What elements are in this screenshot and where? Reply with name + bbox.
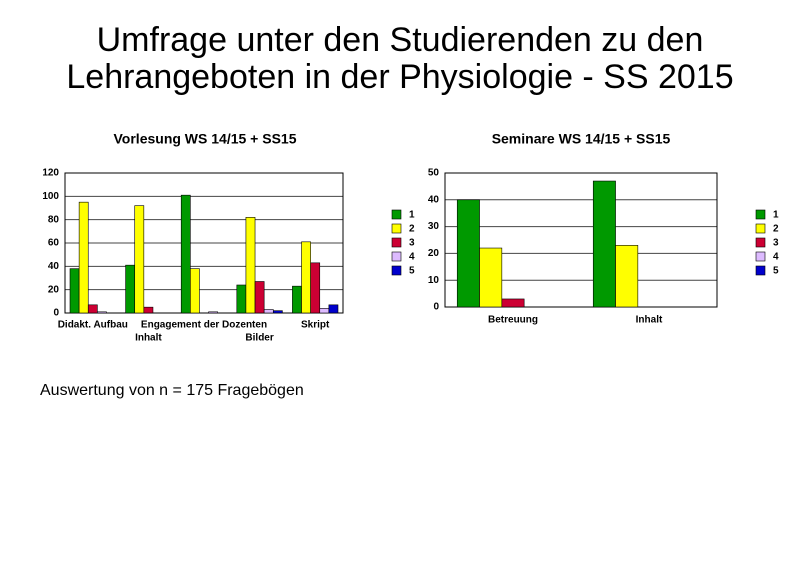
legend-swatch — [391, 209, 402, 220]
chart-title: Seminare WS 14/15 + SS15 — [492, 131, 671, 147]
y-tick-label: 20 — [48, 284, 60, 295]
legend-swatch — [391, 237, 402, 248]
legend-label: 1 — [409, 210, 415, 221]
legend-label: 3 — [773, 238, 779, 249]
legend-label: 2 — [409, 224, 415, 235]
y-tick-label: 10 — [428, 275, 440, 286]
y-tick-label: 120 — [42, 168, 59, 179]
bar — [501, 298, 525, 308]
legend-label: 4 — [409, 252, 415, 263]
slide-title: Umfrage unter den Studierenden zu den Le… — [66, 21, 734, 96]
y-tick-label: 20 — [428, 248, 440, 259]
y-tick-label: 100 — [42, 191, 59, 202]
bar — [319, 308, 330, 314]
bar — [301, 241, 311, 314]
bar — [87, 304, 98, 314]
legend-swatch — [755, 251, 766, 262]
bar — [254, 281, 265, 314]
legend-swatch — [755, 237, 766, 248]
bar — [208, 311, 218, 314]
bar — [236, 284, 247, 314]
y-tick-label: 50 — [428, 168, 440, 179]
legend-swatch — [391, 265, 402, 276]
legend-label: 2 — [773, 224, 779, 235]
y-tick-label: 40 — [428, 194, 440, 205]
y-tick-label: 40 — [48, 261, 60, 272]
bar — [272, 310, 283, 314]
x-tick-label: Bilder — [245, 333, 273, 344]
note: Auswertung von n = 175 Fragebögen — [40, 382, 304, 399]
x-tick-label: Skript — [301, 320, 330, 331]
plot-frame — [64, 172, 344, 314]
x-tick-label: Engagement der Dozenten — [141, 320, 267, 331]
bar — [78, 201, 89, 314]
bar — [97, 311, 107, 314]
x-tick-label: Inhalt — [135, 333, 162, 344]
legend-swatch — [755, 265, 766, 276]
bar — [180, 194, 191, 314]
bar — [310, 262, 321, 314]
legend-label: 4 — [773, 252, 779, 263]
bar — [615, 245, 639, 308]
legend-label: 3 — [409, 238, 415, 249]
bar — [592, 180, 616, 308]
y-tick-label: 30 — [428, 221, 440, 232]
y-tick-label: 0 — [53, 308, 59, 319]
bar — [479, 247, 503, 308]
bar — [143, 306, 154, 314]
chart-title: Vorlesung WS 14/15 + SS15 — [114, 131, 297, 147]
bar — [190, 268, 200, 314]
plot-frame — [444, 172, 718, 308]
x-tick-label: Betreuung — [488, 315, 538, 326]
legend-label: 1 — [773, 210, 779, 221]
bar — [292, 285, 302, 314]
y-tick-label: 80 — [48, 214, 60, 225]
bar — [263, 309, 274, 314]
bar — [456, 199, 480, 308]
bar — [134, 205, 145, 314]
bar — [245, 217, 256, 314]
bar — [125, 264, 136, 314]
x-tick-label: Inhalt — [636, 315, 663, 326]
bar — [69, 268, 80, 314]
legend-swatch — [391, 251, 402, 262]
legend-swatch — [755, 223, 766, 234]
bar — [328, 304, 339, 314]
y-tick-label: 0 — [433, 302, 439, 313]
legend-swatch — [391, 223, 402, 234]
legend-label: 5 — [409, 266, 415, 277]
y-tick-label: 60 — [48, 238, 60, 249]
legend-swatch — [755, 209, 766, 220]
legend-label: 5 — [773, 266, 779, 277]
x-tick-label: Didakt. Aufbau — [58, 320, 128, 331]
